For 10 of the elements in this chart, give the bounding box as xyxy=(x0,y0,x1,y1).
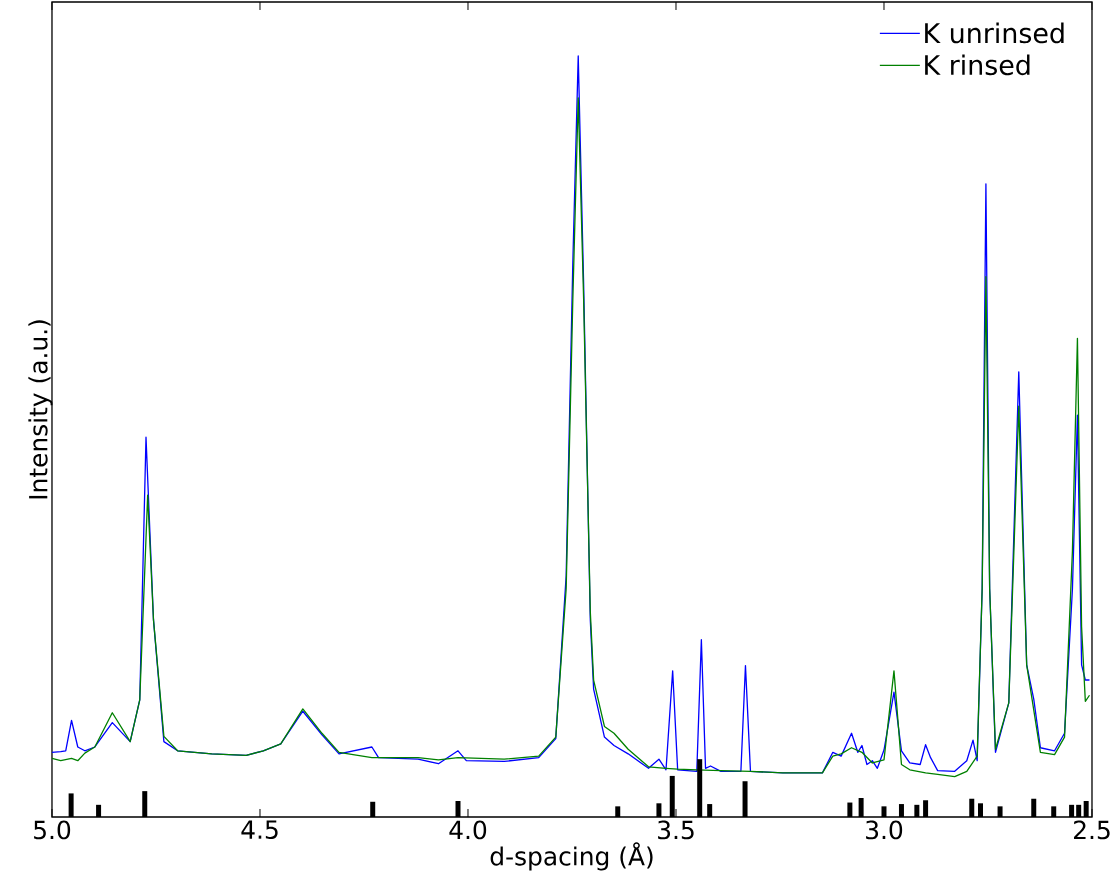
x-tick-label: 4.5 xyxy=(241,820,278,840)
x-axis-title: d-spacing (Å) xyxy=(490,842,653,871)
x-tick-label: 3.0 xyxy=(866,820,903,840)
y-axis-title: Intensity (a.u.) xyxy=(28,320,53,499)
legend-label: K unrinsed xyxy=(925,22,1064,44)
x-tick-label: 5.0 xyxy=(34,820,71,840)
x-tick-label: 4.0 xyxy=(449,820,487,840)
legend-label: K rinsed xyxy=(925,54,1030,76)
x-tick-label: 3.5 xyxy=(658,820,694,840)
x-tick-label: 2.5 xyxy=(1074,820,1110,840)
